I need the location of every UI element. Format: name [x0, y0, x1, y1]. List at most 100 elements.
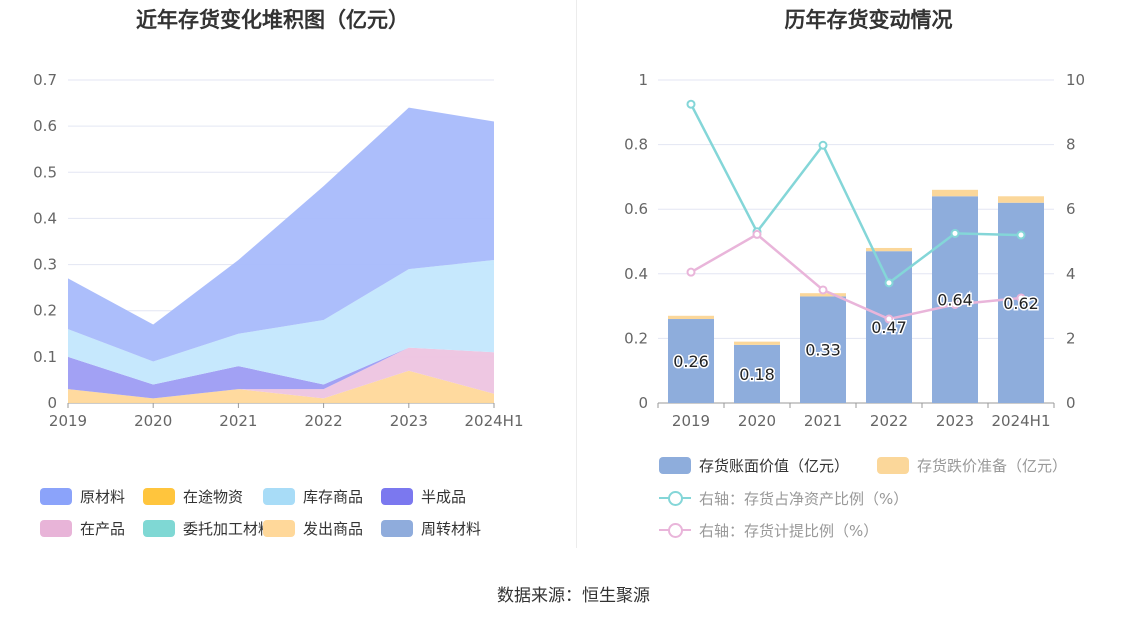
line-point [686, 267, 696, 277]
y-tick-label: 0.3 [33, 256, 57, 274]
line-point [818, 285, 828, 295]
line-point [950, 228, 960, 238]
line-point [686, 99, 696, 109]
legend-label: 周转材料 [421, 520, 482, 538]
bar-存货跌价准备（亿元） [668, 315, 714, 320]
x-tick-label: 2019 [49, 412, 87, 430]
area-库存商品 [68, 259, 494, 385]
bar-存货跌价准备（亿元） [734, 341, 780, 345]
legend-label: 在产品 [80, 520, 126, 538]
legend-swatch [877, 457, 909, 474]
area-发出商品 [68, 370, 494, 403]
legend-label: 半成品 [421, 488, 467, 506]
y-tick-label: 0.7 [33, 71, 57, 89]
legend-item[interactable]: 存货账面价值（亿元） [659, 455, 849, 476]
line-point [818, 140, 828, 150]
x-tick-label: 2022 [305, 412, 343, 430]
legend-item[interactable]: 存货跌价准备（亿元） [877, 455, 1067, 476]
legend-label: 库存商品 [303, 488, 364, 506]
x-tick-label: 2024H1 [465, 412, 524, 430]
y-tick-label: 0.2 [624, 329, 648, 347]
legend-item[interactable]: 右轴：存货占净资产比例（%） [659, 488, 908, 509]
legend-swatch [40, 520, 72, 537]
bar-value-label: 0.26 [673, 352, 709, 371]
line-point [1016, 230, 1026, 240]
x-tick-label: 2023 [390, 412, 428, 430]
y-tick-label: 0.2 [33, 302, 57, 320]
x-tick-label: 2021 [219, 412, 257, 430]
legend-item[interactable]: 右轴：存货计提比例（%） [659, 520, 878, 541]
y-tick-label: 0.5 [33, 163, 57, 181]
y2-tick-label: 0 [1066, 394, 1076, 412]
legend-swatch [381, 520, 413, 537]
y2-tick-label: 6 [1066, 200, 1076, 218]
line-point [1016, 293, 1026, 303]
y-tick-label: 0 [47, 394, 57, 412]
bar-value-label: 0.62 [1003, 294, 1039, 313]
legend-label: 存货跌价准备（亿元） [917, 457, 1068, 475]
bar-value-label: 0.18 [739, 365, 775, 384]
bar-存货账面价值（亿元） [866, 251, 912, 403]
legend-label: 原材料 [80, 488, 126, 506]
legend-label: 委托加工材料 [183, 520, 274, 538]
area-在产品 [68, 347, 494, 399]
legend-item[interactable]: 委托加工材料 [143, 518, 273, 539]
line-point [884, 314, 894, 324]
y-tick-label: 0.4 [624, 265, 648, 283]
legend-item[interactable]: 在产品 [40, 518, 125, 539]
bar-存货账面价值（亿元） [800, 296, 846, 403]
legend-swatch [659, 522, 691, 539]
bar-存货账面价值（亿元） [734, 344, 780, 403]
y-tick-label: 0.8 [624, 136, 648, 154]
legend-item[interactable]: 原材料 [40, 486, 125, 507]
legend-swatch [263, 488, 295, 505]
bar-value-label: 0.64 [937, 291, 973, 310]
legend-swatch [143, 488, 175, 505]
y-tick-label: 0.6 [33, 117, 57, 135]
legend-swatch [659, 490, 691, 507]
bar-存货账面价值（亿元） [668, 319, 714, 403]
y2-tick-label: 8 [1066, 136, 1076, 154]
legend-swatch [143, 520, 175, 537]
legend-swatch [381, 488, 413, 505]
panel-divider [576, 0, 577, 548]
line-point [950, 299, 960, 309]
legend-label: 右轴：存货占净资产比例（%） [699, 490, 909, 508]
y2-tick-label: 2 [1066, 329, 1076, 347]
y-tick-label: 0.4 [33, 209, 57, 227]
y-tick-label: 1 [638, 71, 648, 89]
bar-存货跌价准备（亿元） [800, 293, 846, 297]
legend-item[interactable]: 半成品 [381, 486, 466, 507]
legend-swatch [263, 520, 295, 537]
line-point [752, 229, 762, 239]
line-右轴：存货计提比例（%） [690, 232, 1022, 321]
legend-label: 右轴：存货计提比例（%） [699, 522, 879, 540]
right-chart-title: 历年存货变动情况 [784, 8, 953, 32]
y2-tick-label: 4 [1066, 265, 1076, 283]
x-tick-label: 2024H1 [992, 412, 1051, 430]
y-tick-label: 0.6 [624, 200, 648, 218]
bar-value-label: 0.33 [805, 341, 841, 360]
y2-tick-label: 10 [1066, 71, 1085, 89]
data-source: 数据来源：恒生聚源 [497, 586, 650, 606]
bar-value-label: 0.47 [871, 318, 907, 337]
line-右轴：存货占净资产比例（%） [689, 103, 1022, 285]
legend-item[interactable]: 库存商品 [263, 486, 363, 507]
line-point [884, 278, 894, 288]
area-半成品 [68, 347, 494, 399]
legend-label: 发出商品 [303, 520, 364, 538]
legend-swatch [40, 488, 72, 505]
left-chart-title: 近年存货变化堆积图（亿元） [136, 8, 409, 32]
x-tick-label: 2019 [672, 412, 710, 430]
x-tick-label: 2020 [738, 412, 776, 430]
legend-item[interactable]: 周转材料 [381, 518, 481, 539]
legend-item[interactable]: 发出商品 [263, 518, 363, 539]
x-tick-label: 2022 [870, 412, 908, 430]
stacked-area-chart: 0 0.1 0.2 0.3 0.4 0.5 0.6 0.7 2019 2020 2021 2022 20… [33, 71, 524, 430]
y-tick-label: 0.1 [33, 348, 57, 366]
legend-item[interactable]: 在途物资 [143, 486, 243, 507]
bar-存货跌价准备（亿元） [998, 196, 1044, 203]
bar-存货跌价准备（亿元） [866, 247, 912, 252]
y-tick-label: 0 [638, 394, 648, 412]
